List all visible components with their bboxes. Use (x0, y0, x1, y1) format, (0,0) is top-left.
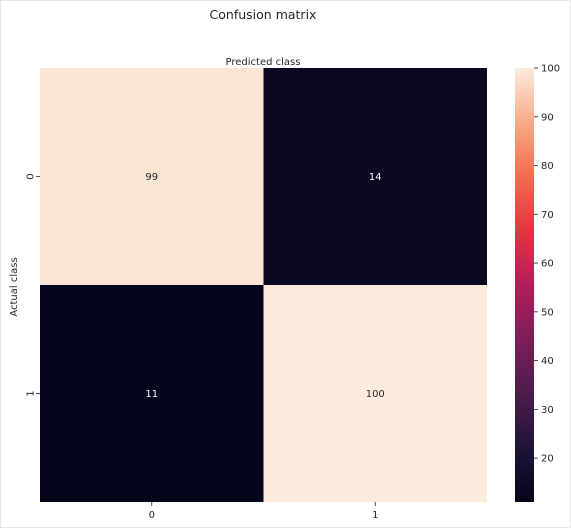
heatmap-cell-1-0 (40, 285, 264, 502)
colorbar-tick-label: 20 (541, 454, 554, 465)
colorbar-tick-label: 60 (541, 259, 554, 270)
colorbar-tick-label: 30 (541, 405, 554, 416)
colorbar (515, 68, 534, 502)
colorbar-tick-label: 90 (541, 112, 554, 123)
chart-title: Confusion matrix (210, 7, 317, 22)
x-tick-label: 1 (372, 510, 378, 521)
colorbar-tick-label: 70 (541, 210, 554, 221)
colorbar-tick-label: 40 (541, 356, 554, 367)
heatmap-cell-0-0 (40, 68, 264, 285)
cell-value-0-0: 99 (145, 172, 158, 183)
cell-value-1-1: 100 (366, 389, 385, 400)
colorbar-tick-label: 80 (541, 161, 554, 172)
colorbar-tick-label: 100 (541, 64, 560, 75)
heatmap-cells: 99 14 11 100 (40, 68, 487, 502)
y-ticks: 01 (26, 173, 40, 397)
x-tick-label: 0 (149, 510, 155, 521)
heatmap-cell-0-1 (263, 68, 487, 285)
x-axis-label: Predicted class (226, 57, 301, 68)
cell-value-1-0: 11 (145, 389, 158, 400)
cell-value-0-1: 14 (369, 172, 382, 183)
colorbar-ticks: 20 30 40 50 60 70 80 90 100 (534, 64, 560, 465)
heatmap-cell-1-1 (263, 285, 487, 502)
y-tick-label: 0 (26, 173, 37, 179)
y-axis-label: Actual class (9, 257, 20, 316)
colorbar-tick-label: 50 (541, 307, 554, 318)
y-tick-label: 1 (26, 390, 37, 396)
